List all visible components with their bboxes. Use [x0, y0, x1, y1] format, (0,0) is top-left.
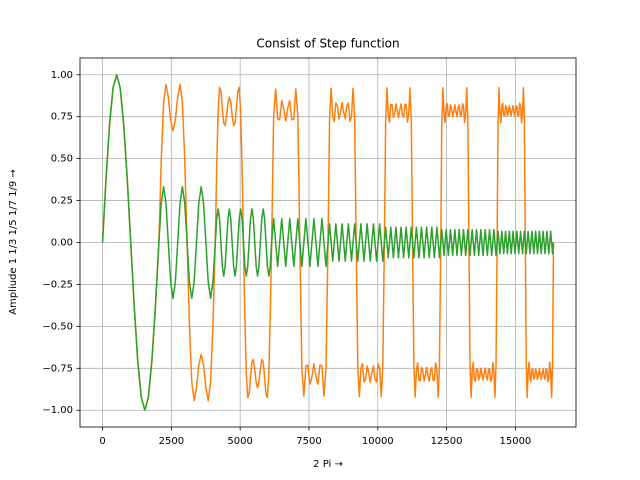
x-tick-label: 10000	[362, 436, 394, 447]
plot-frame	[79, 57, 577, 428]
line-series	[101, 74, 555, 411]
y-tick-label: −1.00	[42, 405, 73, 416]
y-tick-label: 0.00	[51, 238, 73, 249]
x-tick-label: 12500	[431, 436, 463, 447]
y-tick-label: −0.75	[42, 363, 73, 374]
x-tick-label: 5000	[227, 436, 252, 447]
chart-title: Consist of Step function	[256, 37, 399, 51]
y-tick-label: 1.00	[51, 70, 73, 81]
y-tick-label: −0.50	[42, 321, 73, 332]
y-tick-label: 0.75	[51, 112, 73, 123]
y-tick-label: 0.25	[51, 196, 73, 207]
y-axis-label: Ampliude 1 1/3 1/5 1/7 1/9 →	[8, 169, 19, 315]
x-tick-label: 2500	[159, 436, 184, 447]
line-series	[101, 74, 555, 411]
x-axis-label: 2 Pi →	[313, 459, 343, 470]
y-tick-label: 0.50	[51, 154, 73, 165]
y-tick-label: −0.25	[42, 279, 73, 290]
x-tick-label: 7500	[296, 436, 321, 447]
x-tick-label: 0	[99, 436, 105, 447]
x-tick-label: 15000	[499, 436, 531, 447]
